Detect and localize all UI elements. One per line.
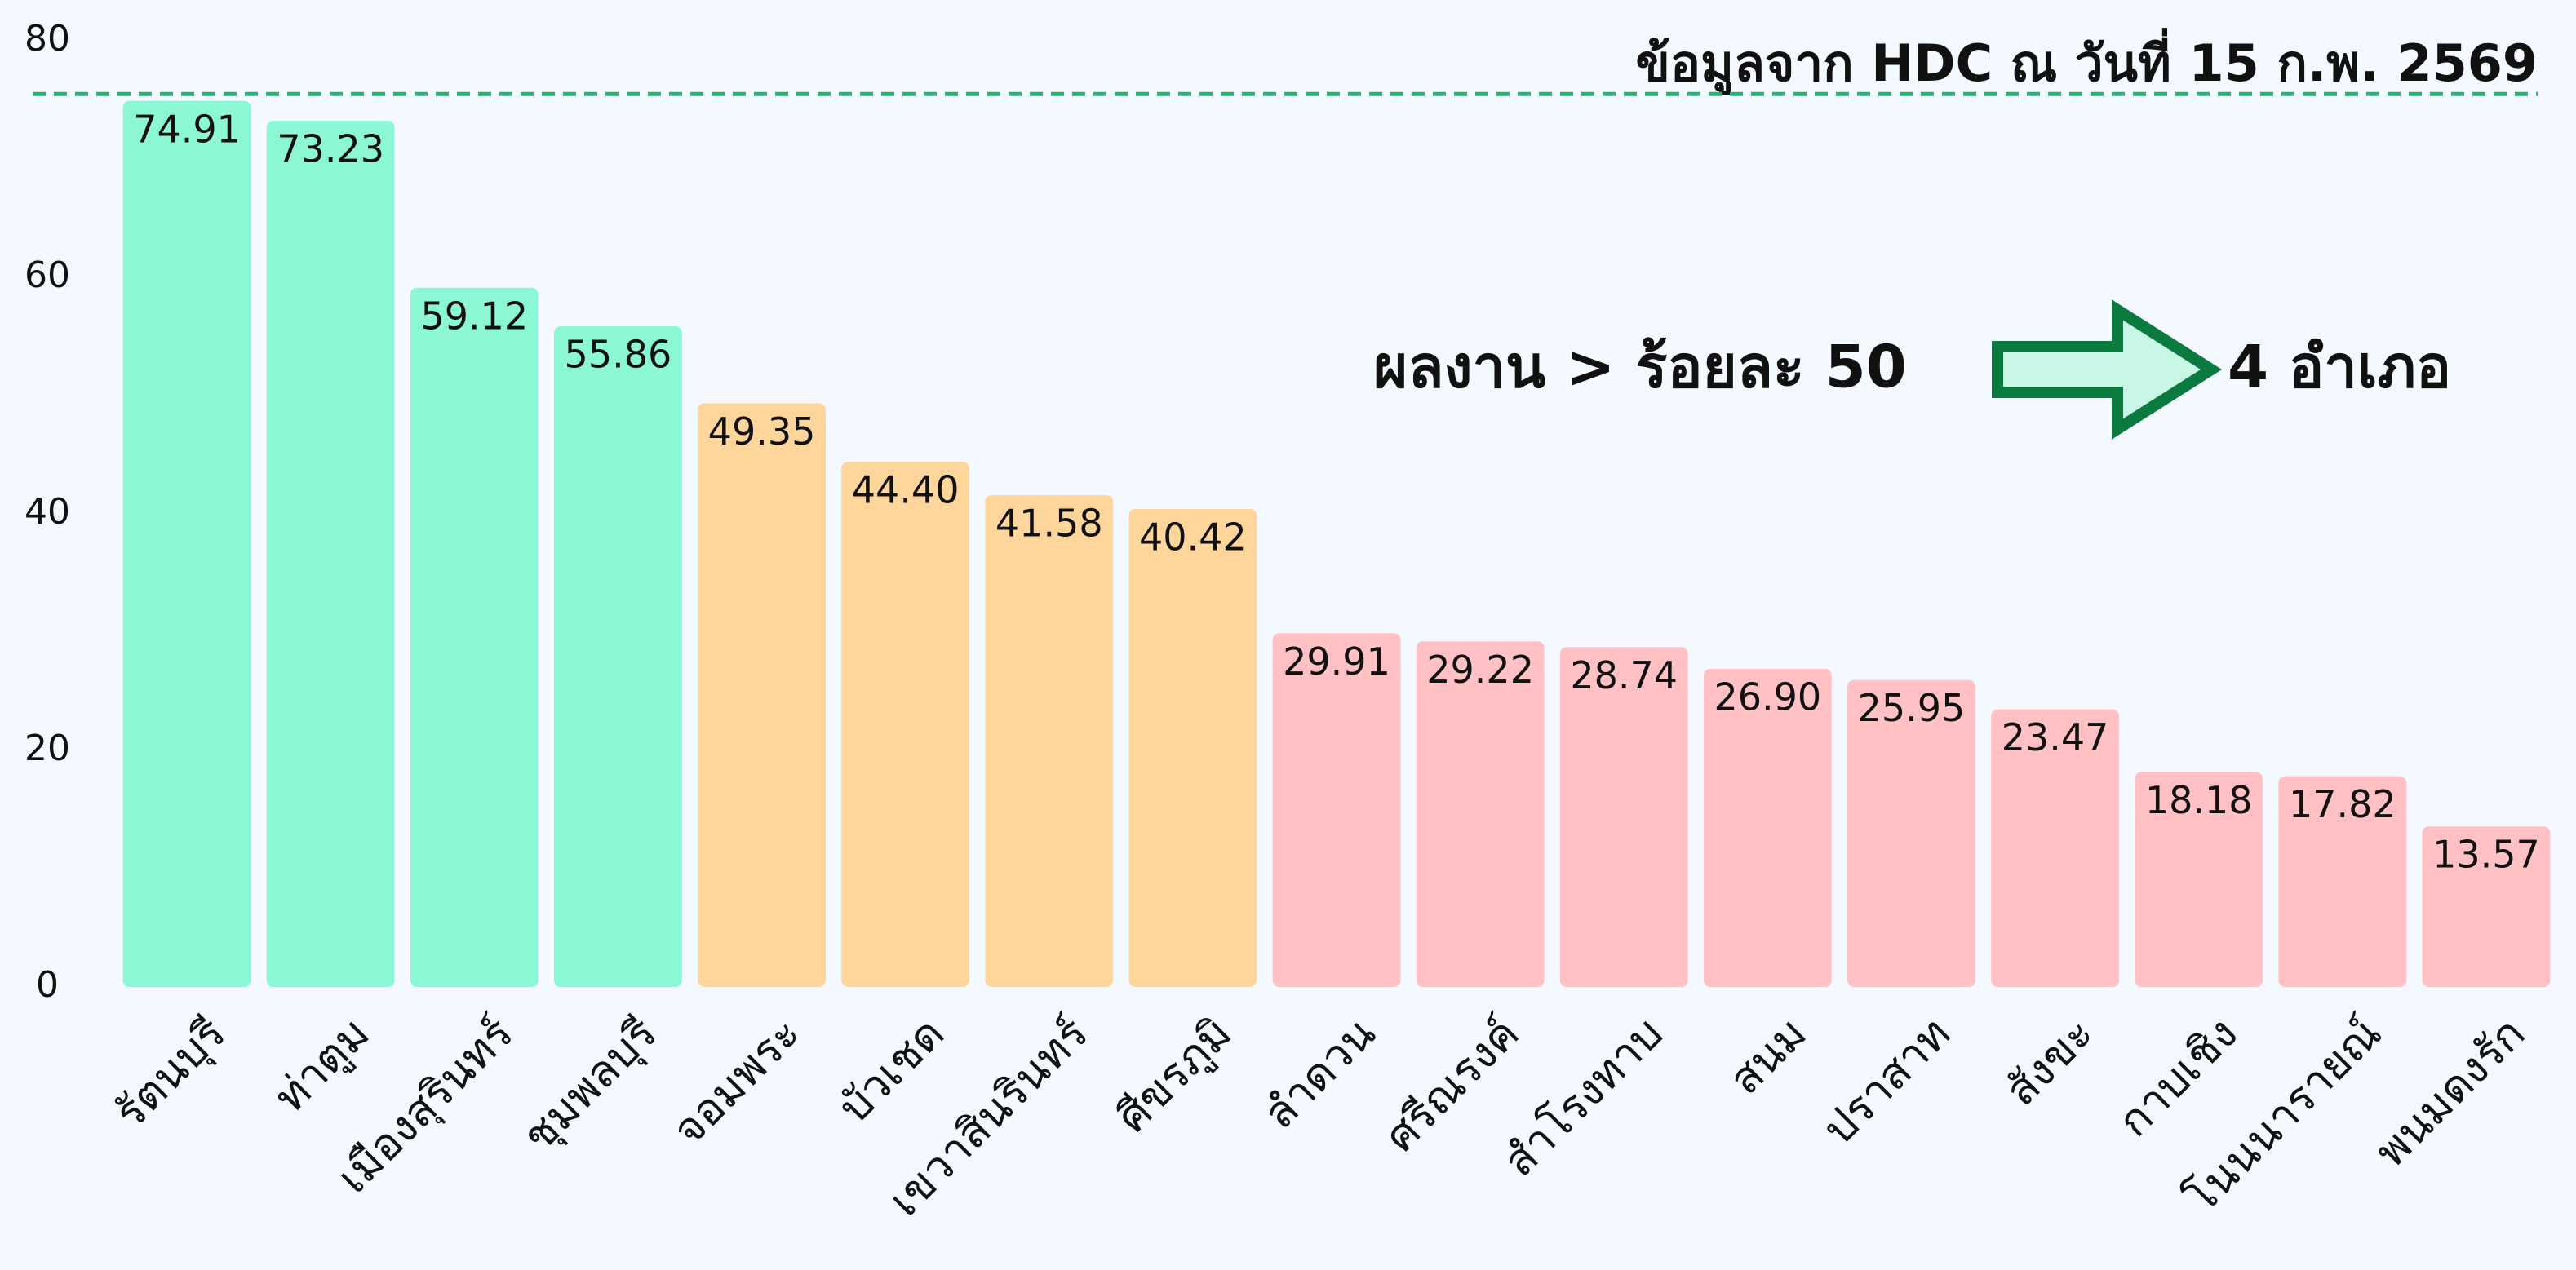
bar bbox=[985, 495, 1114, 987]
arrow bbox=[1992, 299, 2223, 440]
bar bbox=[841, 462, 970, 987]
bar bbox=[2278, 776, 2407, 987]
bar bbox=[1703, 668, 1832, 987]
value-label: 18.18 bbox=[2145, 778, 2253, 822]
y-tick-label: 0 bbox=[36, 964, 59, 1006]
annotation: 4 อำเภอ bbox=[2228, 333, 2451, 401]
y-tick-label: 40 bbox=[24, 491, 70, 533]
bar bbox=[2135, 772, 2263, 987]
value-label: 25.95 bbox=[1858, 686, 1966, 730]
chart-title: ข้อมูลจาก HDC ณ วันที่ 15 ก.พ. 2569 bbox=[1636, 28, 2538, 95]
annotation: ผลงาน > ร้อยละ 50 bbox=[1373, 333, 1907, 401]
value-label: 41.58 bbox=[995, 502, 1103, 546]
value-label: 26.90 bbox=[1714, 675, 1822, 719]
bar bbox=[1847, 679, 1975, 987]
value-label: 23.47 bbox=[2002, 715, 2109, 759]
value-label: 17.82 bbox=[2289, 782, 2396, 826]
value-label: 29.91 bbox=[1283, 639, 1390, 684]
bar bbox=[554, 326, 682, 987]
bar bbox=[122, 100, 251, 987]
value-label: 55.86 bbox=[565, 333, 672, 377]
bar bbox=[1272, 633, 1401, 987]
value-label: 28.74 bbox=[1570, 653, 1678, 697]
y-tick-label: 20 bbox=[24, 728, 70, 769]
value-label: 13.57 bbox=[2432, 833, 2540, 877]
bar bbox=[1559, 647, 1688, 987]
value-label: 29.22 bbox=[1426, 648, 1534, 692]
bar bbox=[698, 403, 826, 987]
value-label: 73.23 bbox=[277, 127, 384, 171]
bar bbox=[1128, 508, 1257, 987]
value-label: 49.35 bbox=[708, 409, 816, 454]
value-label: 44.40 bbox=[852, 468, 960, 512]
bar bbox=[410, 287, 539, 987]
y-tick-label: 60 bbox=[24, 254, 70, 296]
bar bbox=[1991, 709, 2119, 987]
value-label: 40.42 bbox=[1139, 515, 1247, 559]
bar bbox=[266, 121, 395, 987]
value-label: 59.12 bbox=[420, 294, 528, 338]
bar bbox=[2422, 826, 2551, 987]
value-label: 74.91 bbox=[133, 107, 241, 151]
y-tick-label: 80 bbox=[24, 18, 70, 60]
bar bbox=[1416, 641, 1545, 987]
